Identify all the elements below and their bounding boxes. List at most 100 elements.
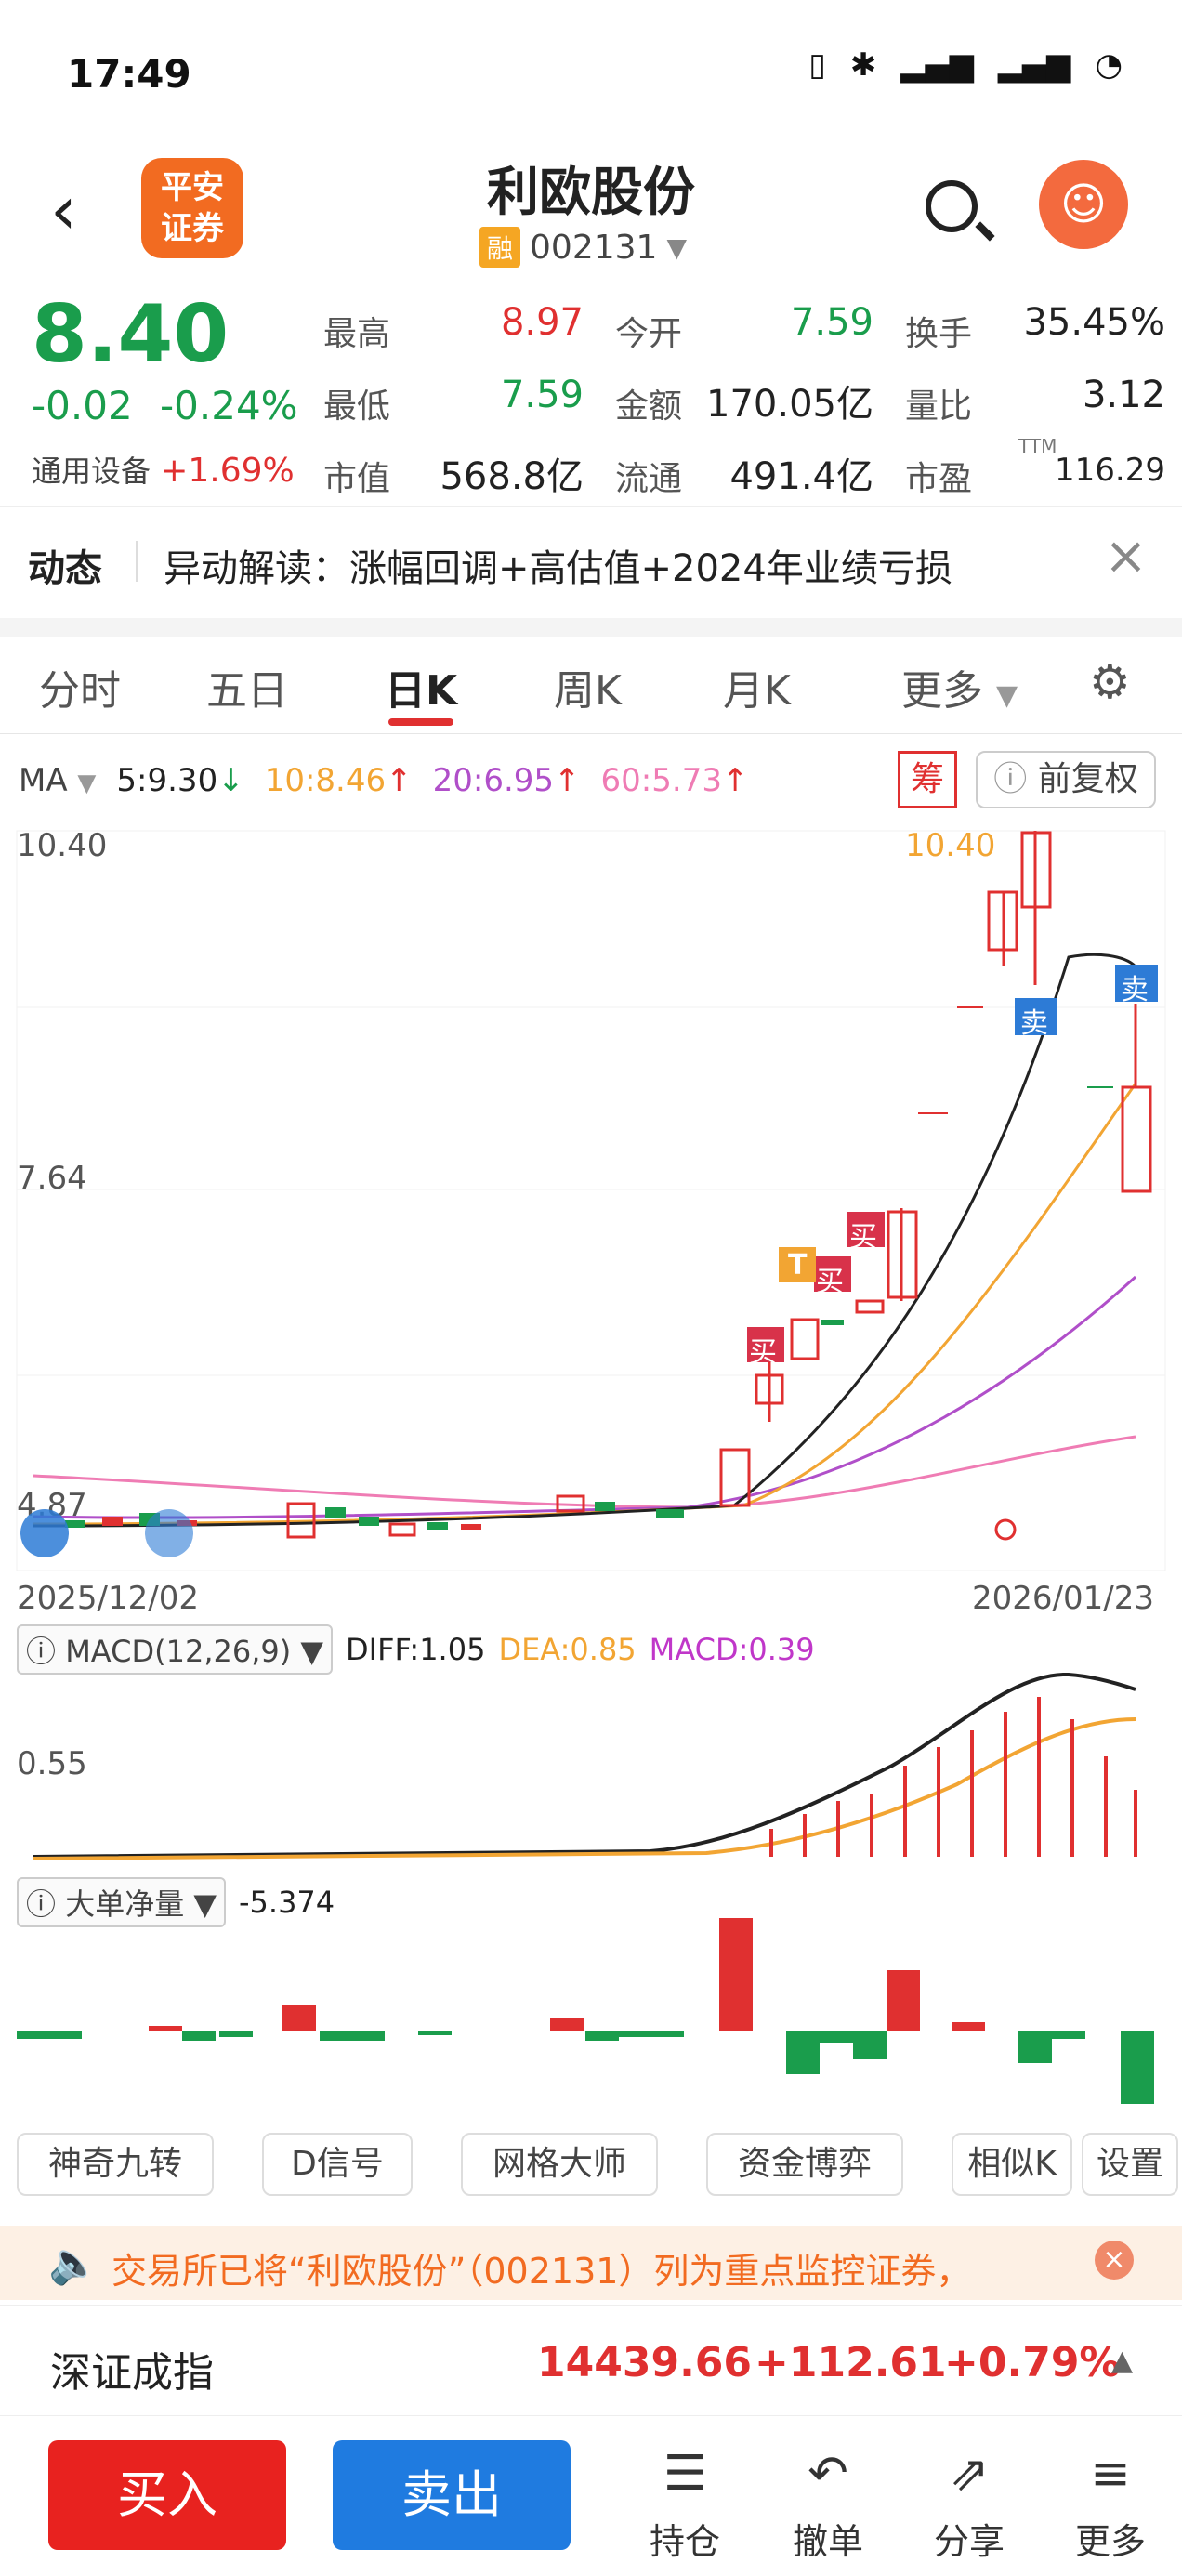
ma20-value: 20:6.95↑ bbox=[432, 762, 581, 799]
index-ticker[interactable]: 深证成指 14439.66 +112.61 +0.79% ▲ bbox=[0, 2305, 1182, 2416]
index-change: +112.61 bbox=[755, 2339, 947, 2386]
period-tabs: 分时 五日 日K 周K 月K 更多 ▼ ⚙ bbox=[0, 637, 1182, 734]
t-marker: T bbox=[788, 1249, 808, 1281]
ma-selector[interactable]: MA ▼ bbox=[19, 762, 97, 799]
news-bar[interactable]: 动态 异动解读：涨幅回调+高估值+2024年业绩亏损 × bbox=[0, 506, 1182, 618]
tab-five-day[interactable]: 五日 bbox=[206, 667, 288, 715]
close-icon[interactable]: × bbox=[1104, 526, 1148, 586]
adjust-mode-button[interactable]: ⓘ 前复权 bbox=[976, 751, 1156, 808]
big-order-selector[interactable]: ⓘ 大单净量 ▼ bbox=[17, 1877, 226, 1927]
turnover-value: 35.45% bbox=[1023, 301, 1165, 344]
macd-selector[interactable]: ⓘ MACD(12,26,9) ▼ bbox=[17, 1624, 333, 1675]
market-cap-value: 568.8亿 bbox=[440, 455, 584, 498]
caret-down-icon: ▼ bbox=[666, 231, 687, 263]
float-cap-label: 流通 bbox=[615, 460, 683, 498]
ma10-value: 10:8.46↑ bbox=[264, 762, 413, 799]
volume-ratio-label: 量比 bbox=[905, 388, 973, 426]
ma5-value: 5:9.30↓ bbox=[116, 762, 244, 799]
avatar[interactable]: ☺ bbox=[1039, 160, 1128, 249]
amount-value: 170.05亿 bbox=[706, 383, 873, 426]
sell-button[interactable]: 卖出 bbox=[333, 2440, 571, 2550]
positions-button[interactable]: ☰ 持仓 bbox=[634, 2444, 736, 2564]
quote-panel: 8.40 -0.02 -0.24% 通用设备 +1.69% 最高 8.97 今开… bbox=[0, 288, 1182, 502]
ma5-line bbox=[33, 953, 1137, 1528]
bluetooth-icon: ✱ bbox=[849, 46, 877, 84]
market-cap-label: 市值 bbox=[323, 460, 391, 498]
tab-more[interactable]: 更多 ▼ bbox=[901, 667, 1018, 715]
back-icon[interactable]: ‹ bbox=[50, 171, 77, 249]
pe-ttm-sup: TTM bbox=[1018, 435, 1057, 457]
margin-badge: 融 bbox=[479, 227, 521, 268]
ma10-line bbox=[33, 1083, 1137, 1526]
close-notice-icon[interactable]: × bbox=[1095, 2241, 1134, 2280]
buy-marker: 买 bbox=[849, 1221, 877, 1254]
low-label: 最低 bbox=[323, 388, 391, 426]
date-start-label: 2025/12/02 bbox=[17, 1580, 199, 1617]
float-cap-value: 491.4亿 bbox=[729, 455, 873, 498]
tab-monthly-k[interactable]: 月K bbox=[723, 667, 791, 715]
buy-marker: 买 bbox=[749, 1336, 777, 1369]
search-icon[interactable] bbox=[926, 180, 978, 232]
ma60-value: 60:5.73↑ bbox=[600, 762, 749, 799]
stock-name: 利欧股份 bbox=[487, 163, 695, 223]
price-change: -0.02 bbox=[32, 383, 133, 428]
speaker-icon: 🔈 bbox=[48, 2240, 99, 2287]
turnover-label: 换手 bbox=[905, 315, 973, 353]
stock-code-selector[interactable]: 融 002131 ▼ bbox=[479, 227, 687, 268]
tool-grid-master[interactable]: 网格大师 bbox=[461, 2133, 658, 2196]
tool-settings[interactable]: 设置 bbox=[1082, 2133, 1178, 2196]
high-label: 最高 bbox=[323, 315, 391, 353]
tab-daily-k[interactable]: 日K bbox=[385, 667, 458, 715]
positions-icon: ☰ bbox=[663, 2446, 707, 2502]
amount-label: 金额 bbox=[615, 388, 683, 426]
more-icon: ≡ bbox=[1090, 2446, 1131, 2502]
tool-capital-game[interactable]: 资金博弈 bbox=[706, 2133, 903, 2196]
y-axis-mid-label: 7.64 bbox=[17, 1160, 87, 1197]
index-change-pct: +0.79% bbox=[944, 2339, 1121, 2386]
cancel-order-button[interactable]: ↶ 撤单 bbox=[777, 2444, 879, 2564]
low-value: 7.59 bbox=[500, 374, 584, 416]
5g-signal-icon-2: ▂▄▆ bbox=[997, 46, 1071, 84]
chip-distribution-button[interactable]: 筹 bbox=[898, 751, 957, 808]
volume-ratio-value: 3.12 bbox=[1082, 374, 1165, 416]
expand-up-icon[interactable]: ▲ bbox=[1111, 2345, 1134, 2377]
tab-weekly-k[interactable]: 周K bbox=[554, 667, 622, 715]
pe-label: 市盈 bbox=[905, 460, 973, 498]
vibrate-icon: ▯ bbox=[808, 46, 826, 84]
news-text[interactable]: 异动解读：涨幅回调+高估值+2024年业绩亏损 bbox=[164, 547, 952, 590]
stock-code: 002131 bbox=[530, 228, 658, 267]
news-label: 动态 bbox=[28, 547, 102, 590]
tool-similar-k[interactable]: 相似K bbox=[952, 2133, 1072, 2196]
tool-nine-turns[interactable]: 神奇九转 bbox=[17, 2133, 214, 2196]
index-value: 14439.66 bbox=[537, 2339, 753, 2386]
notice-bar[interactable]: 🔈 交易所已将“利欧股份”（002131）列为重点监控证券， × bbox=[0, 2226, 1182, 2300]
indicator-tools: 神奇九转 D信号 网格大师 资金博弈 相似K 设置 bbox=[0, 2133, 1182, 2200]
bottom-toolbar: 买入 卖出 ☰ 持仓 ↶ 撤单 ⇗ 分享 ≡ 更多 bbox=[0, 2425, 1182, 2576]
high-price-mark: 10.40 bbox=[905, 827, 996, 864]
price-change-pct: -0.24% bbox=[160, 383, 298, 428]
date-end-label: 2026/01/23 bbox=[972, 1580, 1154, 1617]
pe-value: 116.29 bbox=[1055, 452, 1165, 489]
gear-icon[interactable]: ⚙ bbox=[1089, 655, 1131, 709]
buy-button[interactable]: 买入 bbox=[48, 2440, 286, 2550]
sector-info[interactable]: 通用设备 +1.69% bbox=[32, 452, 295, 490]
cancel-order-icon: ↶ bbox=[808, 2446, 848, 2502]
big-order-legend: ⓘ 大单净量 ▼ -5.374 bbox=[17, 1877, 335, 1927]
more-button[interactable]: ≡ 更多 bbox=[1059, 2444, 1162, 2564]
share-icon: ⇗ bbox=[949, 2446, 990, 2502]
macd-value: MACD:0.39 bbox=[649, 1632, 815, 1667]
share-button[interactable]: ⇗ 分享 bbox=[918, 2444, 1020, 2564]
macd-dea: DEA:0.85 bbox=[498, 1632, 637, 1667]
open-label: 今开 bbox=[615, 315, 683, 353]
tab-intraday[interactable]: 分时 bbox=[39, 667, 121, 715]
status-bar: 17:49 ▯ ✱ ▂▄▆ ▂▄▆ ◔ bbox=[0, 0, 1182, 149]
sell-marker: 卖 bbox=[1020, 1007, 1048, 1040]
kline-chart[interactable] bbox=[0, 818, 1182, 1580]
macd-legend: ⓘ MACD(12,26,9) ▼ DIFF:1.05 DEA:0.85 MAC… bbox=[17, 1624, 815, 1675]
tool-d-signal[interactable]: D信号 bbox=[262, 2133, 413, 2196]
battery-icon: ◔ bbox=[1095, 46, 1123, 84]
macd-chart[interactable] bbox=[0, 1663, 1182, 1868]
5g-signal-icon: ▂▄▆ bbox=[900, 46, 974, 84]
big-order-chart[interactable] bbox=[0, 1914, 1182, 2119]
sell-marker: 卖 bbox=[1121, 974, 1149, 1006]
